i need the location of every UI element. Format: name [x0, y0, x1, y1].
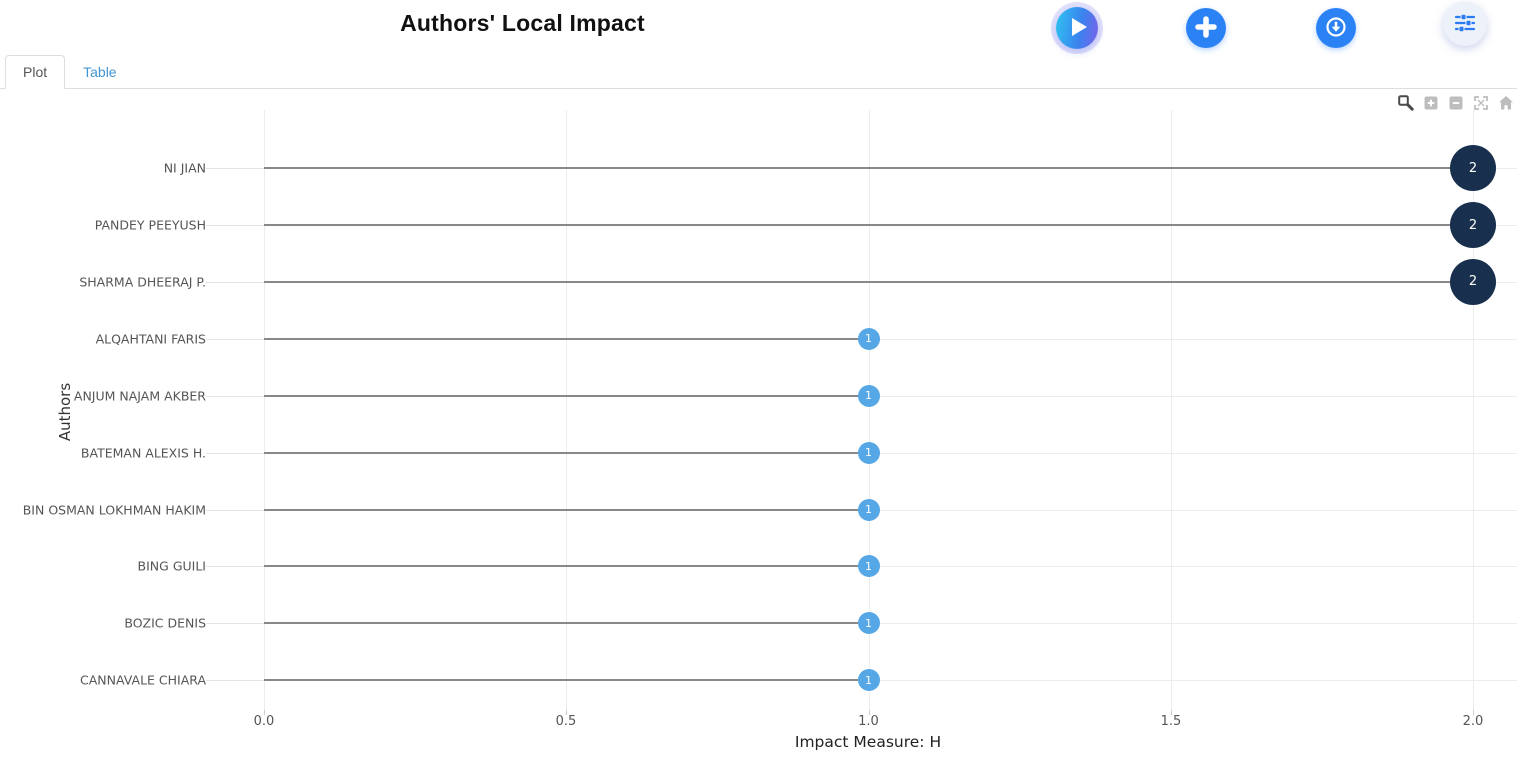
- tab-plot[interactable]: Plot: [5, 55, 66, 89]
- lollipop-row: BATEMAN ALEXIS H. 1: [0, 424, 1517, 481]
- play-icon: [1056, 6, 1098, 51]
- lollipop-stem: [264, 337, 869, 340]
- author-label: CANNAVALE CHIARA: [80, 672, 206, 688]
- value-marker[interactable]: 2: [1450, 145, 1496, 192]
- autoscale-button[interactable]: [1473, 95, 1489, 111]
- y-tick-mark: [206, 395, 264, 397]
- value-marker[interactable]: 1: [857, 555, 880, 578]
- y-tick-mark: [206, 623, 264, 625]
- author-label: NI JIAN: [163, 160, 206, 176]
- value-marker[interactable]: 2: [1450, 258, 1496, 305]
- x-tick-label: 0.0: [253, 714, 275, 729]
- lollipop-row: NI JIAN 2: [0, 140, 1517, 197]
- plot-toolbar: [1398, 95, 1514, 111]
- page-title: Authors' Local Impact: [400, 10, 645, 36]
- lollipop-row: SHARMA DHEERAJ P. 2: [0, 253, 1517, 310]
- x-tick-label: 1.5: [1160, 714, 1182, 729]
- x-tick-label: 2.0: [1462, 714, 1484, 729]
- y-tick-mark: [206, 566, 264, 568]
- lollipop-stem: [264, 394, 869, 397]
- value-marker[interactable]: 1: [857, 498, 880, 521]
- author-label: BIN OSMAN LOKHMAN HAKIM: [22, 502, 206, 517]
- y-tick-mark: [206, 680, 264, 682]
- sliders-icon: [1452, 10, 1478, 39]
- lollipop-row: PANDEY PEEYUSH 2: [0, 197, 1517, 254]
- y-axis-title: Authors: [56, 382, 74, 442]
- home-icon: [1498, 95, 1514, 111]
- value-marker[interactable]: 1: [857, 384, 880, 407]
- gridline-horizontal: [264, 452, 1517, 454]
- gridline-vertical: [1171, 110, 1172, 710]
- y-tick-mark: [206, 168, 264, 170]
- zoom-icon: [1398, 95, 1414, 111]
- value-marker[interactable]: 1: [857, 669, 880, 692]
- gridline-vertical: [264, 110, 265, 710]
- gridline-horizontal: [264, 623, 1517, 625]
- value-marker[interactable]: 1: [857, 612, 880, 635]
- y-tick-mark: [206, 509, 264, 511]
- gridline-horizontal: [264, 338, 1517, 340]
- lollipop-stem: [264, 565, 869, 568]
- zoom-in-icon: [1423, 95, 1439, 111]
- lollipop-row: BIN OSMAN LOKHMAN HAKIM 1: [0, 481, 1517, 538]
- y-tick-mark: [206, 452, 264, 454]
- zoom-button[interactable]: [1398, 95, 1414, 111]
- tab-bar: Plot Table: [0, 54, 1517, 89]
- value-marker[interactable]: 2: [1450, 202, 1496, 248]
- lollipop-row: BING GUILI 1: [0, 538, 1517, 595]
- lollipop-stem: [264, 224, 1473, 226]
- author-label: ALQAHTANI FARIS: [95, 331, 206, 347]
- x-tick-mark: [1171, 710, 1172, 715]
- zoom-out-button[interactable]: [1448, 95, 1464, 111]
- author-label: BATEMAN ALEXIS H.: [80, 445, 206, 461]
- author-label: ANJUM NAJAM AKBER: [73, 388, 206, 404]
- x-tick-mark: [868, 710, 870, 715]
- x-tick-mark: [1473, 710, 1474, 715]
- x-tick-label: 0.5: [555, 714, 577, 729]
- lollipop-stem: [264, 451, 869, 454]
- author-label: BOZIC DENIS: [124, 615, 206, 631]
- lollipop-stem: [264, 280, 1473, 283]
- x-axis-title: Impact Measure: H: [794, 733, 942, 751]
- gridline-horizontal: [264, 509, 1517, 511]
- gridline-vertical: [1473, 110, 1474, 710]
- y-tick-mark: [206, 281, 264, 283]
- lollipop-stem: [264, 679, 869, 682]
- gridline-horizontal: [264, 680, 1517, 682]
- x-tick-mark: [264, 710, 265, 715]
- add-to-report-button[interactable]: [1186, 8, 1226, 48]
- lollipop-row: ALQAHTANI FARIS 1: [0, 310, 1517, 367]
- gridline-vertical: [566, 110, 567, 710]
- lollipop-row: BOZIC DENIS 1: [0, 595, 1517, 652]
- value-marker[interactable]: 1: [857, 327, 880, 350]
- x-tick-label: 1.0: [858, 714, 879, 729]
- lollipop-row: CANNAVALE CHIARA 1: [0, 652, 1517, 709]
- filter-settings-button[interactable]: [1443, 2, 1487, 46]
- y-tick-mark: [206, 225, 264, 226]
- lollipop-stem: [264, 167, 1473, 170]
- author-label: PANDEY PEEYUSH: [94, 217, 206, 233]
- gridline-horizontal: [264, 395, 1517, 397]
- gridline-vertical: [868, 110, 870, 710]
- zoom-in-button[interactable]: [1423, 95, 1439, 111]
- download-icon: [1316, 7, 1356, 50]
- tab-table[interactable]: Table: [83, 64, 117, 80]
- lollipop-stem: [264, 622, 869, 625]
- run-button[interactable]: [1056, 7, 1098, 49]
- zoom-out-icon: [1448, 95, 1464, 111]
- home-button[interactable]: [1498, 95, 1514, 111]
- export-plot-button[interactable]: [1316, 8, 1356, 48]
- value-marker[interactable]: 1: [857, 441, 880, 464]
- y-tick-mark: [206, 338, 264, 340]
- plus-icon: [1186, 7, 1226, 50]
- lollipop-row: ANJUM NAJAM AKBER 1: [0, 367, 1517, 424]
- author-label: BING GUILI: [137, 558, 206, 574]
- x-tick-mark: [566, 710, 567, 715]
- author-label: SHARMA DHEERAJ P.: [79, 274, 206, 290]
- autoscale-icon: [1473, 95, 1489, 111]
- gridline-horizontal: [264, 566, 1517, 568]
- lollipop-stem: [264, 508, 869, 511]
